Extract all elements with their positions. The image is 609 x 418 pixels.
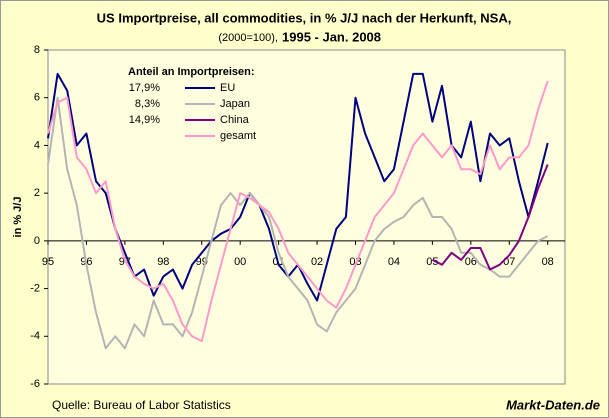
x-tick-label: 98	[157, 256, 169, 268]
legend-label: Japan	[220, 98, 250, 110]
x-tick-label: 08	[542, 256, 554, 268]
legend-title: Anteil an Importpreisen:	[128, 66, 255, 78]
y-tick-label: -4	[30, 330, 40, 342]
x-tick-label: 06	[465, 256, 477, 268]
y-tick-label: 4	[34, 139, 40, 151]
x-tick-label: 05	[426, 256, 438, 268]
x-tick-label: 95	[42, 256, 54, 268]
y-tick-label: 8	[34, 44, 40, 56]
brand: Markt-Daten.de	[506, 397, 600, 412]
plot-area	[47, 49, 566, 385]
legend-label: China	[220, 114, 250, 126]
legend-share: 8,3%	[135, 98, 160, 110]
legend-label: gesamt	[220, 130, 256, 142]
x-tick-label: 02	[311, 256, 323, 268]
line	[47, 96, 549, 350]
line	[431, 164, 549, 271]
legend-share: 17,9%	[129, 82, 160, 94]
y-axis-label: in % J/J	[12, 197, 24, 238]
chart-subtitle: 1995 - Jan. 2008	[282, 29, 381, 44]
source: Quelle: Bureau of Labor Statistics	[52, 398, 231, 412]
y-tick-label: 6	[34, 92, 40, 104]
y-tick-label: -2	[30, 282, 40, 294]
x-tick-label: 04	[388, 256, 400, 268]
x-tick-label: 00	[234, 256, 246, 268]
y-tick-label: 2	[34, 187, 40, 199]
legend-label: EU	[220, 82, 235, 94]
y-tick-label: -6	[30, 378, 40, 390]
chart-subtitle: (2000=100),	[218, 32, 278, 44]
chart-title: US Importpreise, all commodities, in % J…	[97, 10, 512, 25]
legend-share: 14,9%	[129, 114, 160, 126]
x-tick-label: 07	[503, 256, 515, 268]
y-tick-label: 0	[34, 235, 40, 247]
line	[47, 80, 549, 343]
